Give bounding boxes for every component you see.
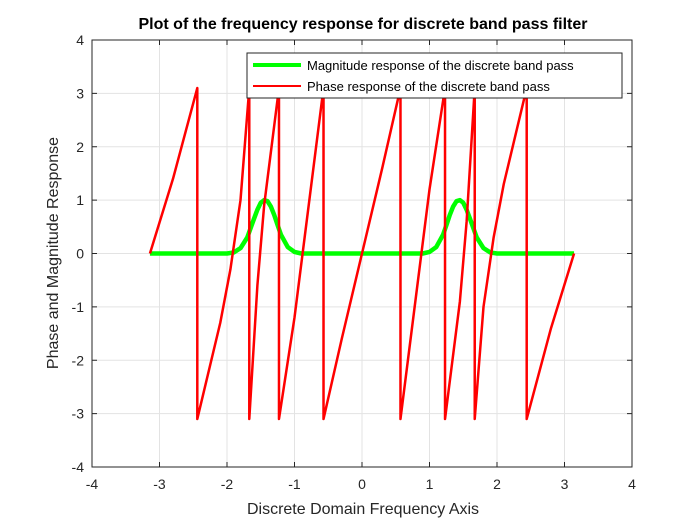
y-tick-label: 0 [76,246,84,262]
x-axis-label: Discrete Domain Frequency Axis [247,501,479,518]
x-tick-label: 4 [628,476,636,492]
x-tick-label: 2 [493,476,501,492]
y-tick-label: -3 [72,406,85,422]
ticks [91,39,633,468]
x-tick-label: 0 [358,476,366,492]
x-tick-label: 1 [426,476,434,492]
y-tick-label: 2 [76,139,84,155]
y-tick-label: 3 [76,85,84,101]
x-tick-label: -1 [288,476,301,492]
y-tick-label: 4 [76,32,84,48]
tick-labels: -4 -3 -2 -1 0 1 2 3 4 -4 -3 -2 -1 0 1 2 3 4 [72,32,637,492]
legend-label-magnitude: Magnitude response of the discrete band … [307,58,574,73]
y-axis-label: Phase and Magnitude Response [45,137,62,369]
legend: Magnitude response of the discrete band … [246,52,623,99]
x-tick-label: -2 [221,476,234,492]
x-tick-label: 3 [561,476,569,492]
y-tick-label: -1 [72,299,85,315]
legend-box [246,52,623,99]
phase-response-line [148,86,576,421]
x-tick-label: -3 [153,476,166,492]
chart-title: Plot of the frequency response for discr… [139,16,588,33]
y-tick-label: -2 [72,352,85,368]
x-tick-label: -4 [86,476,99,492]
y-tick-label: 1 [76,192,84,208]
legend-label-phase: Phase response of the discrete band pass [307,79,550,94]
series-layer [148,86,576,421]
y-tick-label: -4 [72,459,85,475]
